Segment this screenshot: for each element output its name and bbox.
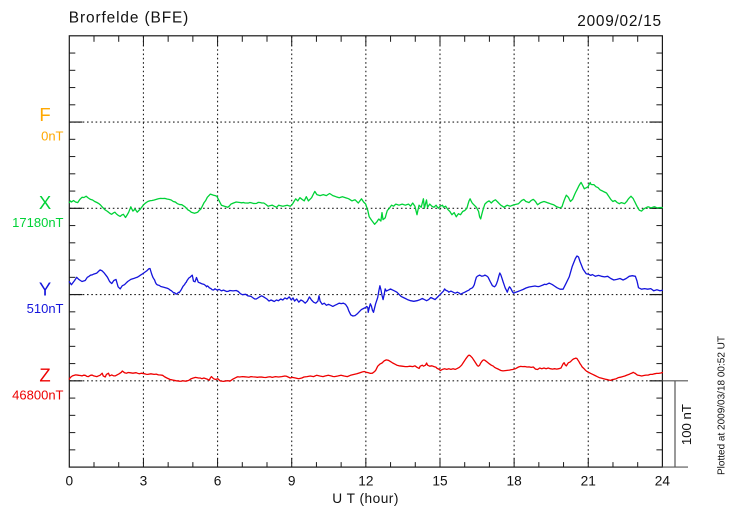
svg-text:Plotted at 2009/03/18 00:52 UT: Plotted at 2009/03/18 00:52 UT — [716, 336, 727, 475]
svg-text:Z: Z — [39, 365, 50, 386]
svg-text:U T (hour): U T (hour) — [332, 491, 399, 506]
svg-text:100 nT: 100 nT — [679, 404, 694, 445]
svg-text:21: 21 — [581, 473, 596, 488]
svg-text:9: 9 — [288, 473, 296, 488]
svg-text:12: 12 — [358, 473, 373, 488]
svg-text:0: 0 — [65, 473, 73, 488]
svg-text:46800nT: 46800nT — [12, 387, 63, 402]
svg-text:0nT: 0nT — [41, 129, 63, 144]
svg-text:18: 18 — [506, 473, 522, 488]
svg-text:Y: Y — [39, 278, 51, 299]
svg-text:Brorfelde (BFE): Brorfelde (BFE) — [69, 10, 189, 27]
svg-text:F: F — [39, 104, 50, 125]
svg-text:2009/02/15: 2009/02/15 — [577, 13, 662, 30]
svg-text:24: 24 — [655, 473, 671, 488]
svg-text:17180nT: 17180nT — [12, 215, 63, 230]
svg-text:15: 15 — [432, 473, 448, 488]
svg-text:6: 6 — [214, 473, 222, 488]
svg-text:510nT: 510nT — [27, 301, 64, 316]
svg-text:3: 3 — [140, 473, 148, 488]
svg-text:X: X — [39, 192, 51, 213]
